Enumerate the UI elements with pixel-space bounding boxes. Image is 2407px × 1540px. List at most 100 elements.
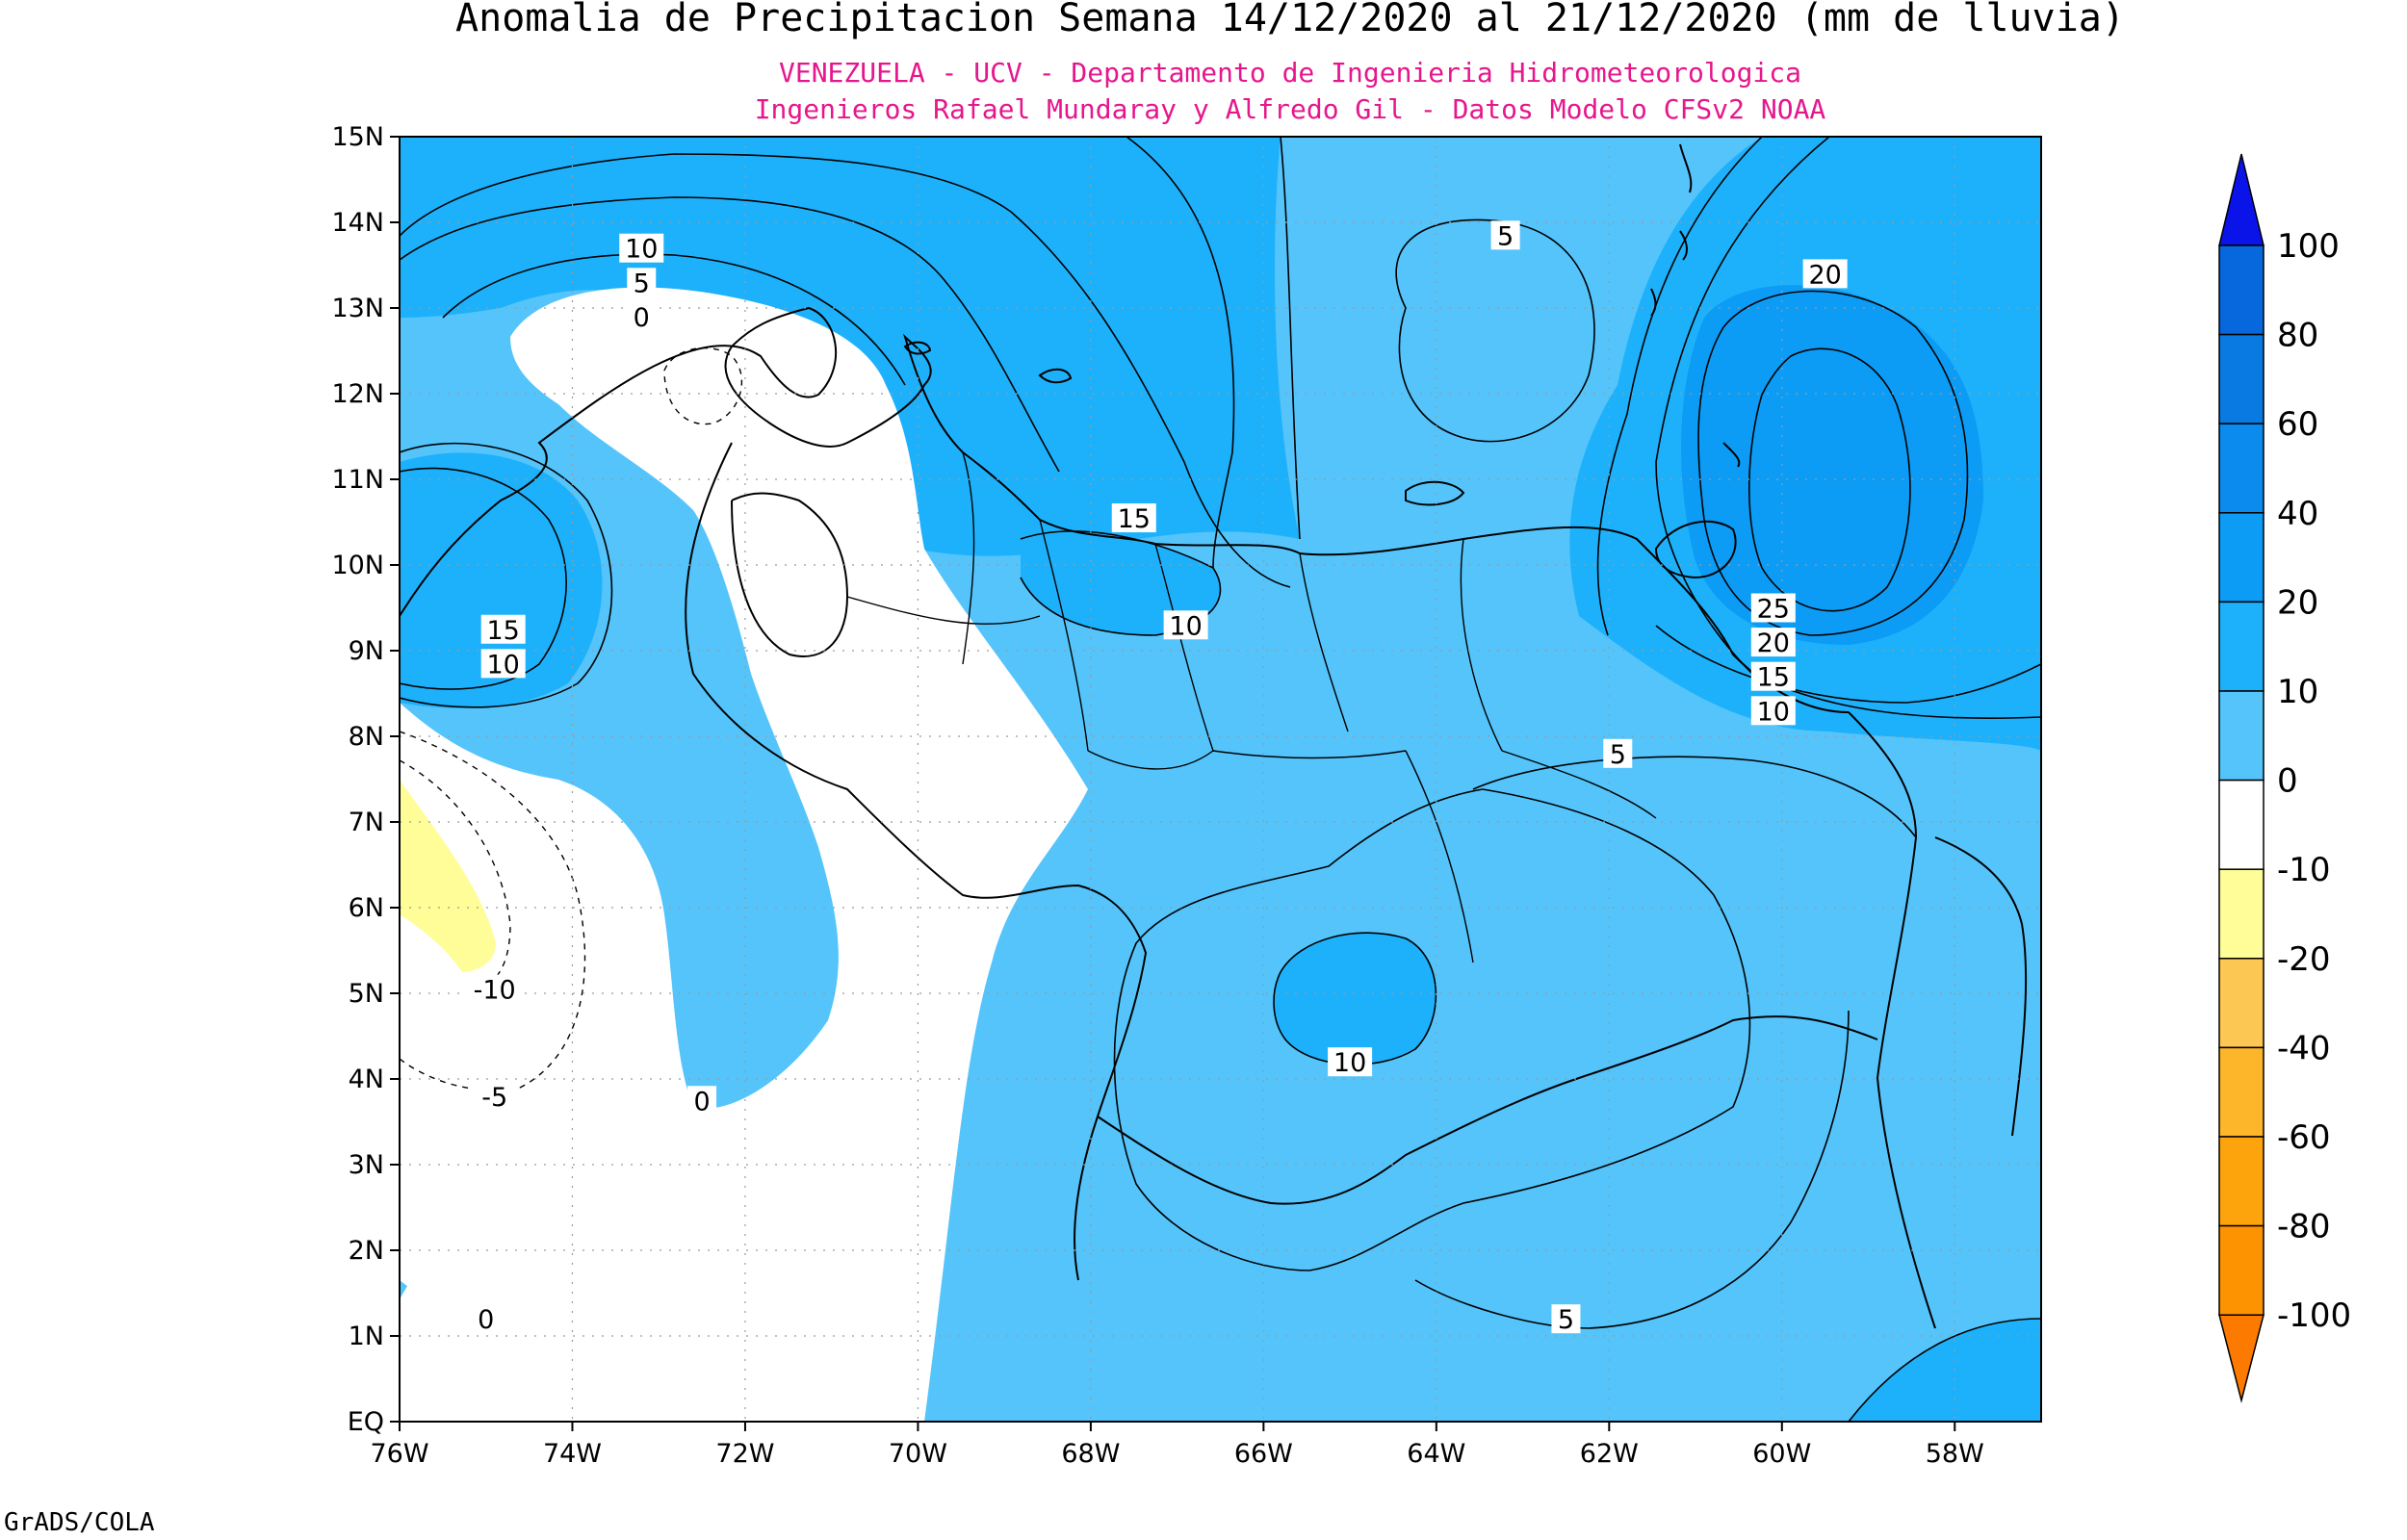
contour-label-bg — [464, 974, 525, 1004]
map-title: Anomalia de Precipitacion Semana 14/12/2… — [455, 0, 2125, 40]
lon-tick-label: 68W — [1061, 1439, 1120, 1469]
credit-text: GrADS/COLA — [4, 1508, 155, 1537]
lat-tick-label: 1N — [349, 1322, 384, 1351]
contour-line — [1655, 137, 2041, 719]
anomaly-zone-southeast — [1849, 1319, 2041, 1422]
contour-line — [442, 253, 906, 386]
lat-tick-label: 3N — [349, 1150, 384, 1180]
colorbar-band — [2218, 868, 2265, 960]
colorbar-label: -80 — [2277, 1208, 2331, 1246]
colorbar-label: -20 — [2277, 940, 2331, 979]
lat-tick-label: 12N — [331, 379, 384, 409]
lon-tick-label: 76W — [370, 1439, 428, 1469]
contour-label: 5 — [1497, 221, 1514, 251]
contour-label-bg — [619, 233, 664, 263]
anomaly-zone-lara-falcon — [1021, 530, 1221, 635]
contour-label: -5 — [481, 1083, 507, 1113]
contour-line — [400, 467, 567, 690]
contour-label: 25 — [1757, 595, 1790, 625]
contour-label: -10 — [474, 976, 516, 1006]
contour-label: 20 — [1808, 260, 1841, 290]
island-margarita — [1405, 480, 1465, 506]
lon-tick-label: 58W — [1926, 1439, 1984, 1469]
lon-tick-label: 60W — [1752, 1439, 1811, 1469]
colorbar-arrow-bottom — [2218, 1314, 2265, 1403]
lat-tick-label: 2N — [349, 1236, 384, 1266]
lat-tick-label: 13N — [331, 294, 384, 323]
contour-line — [1596, 137, 1763, 636]
lon-tick-label: 62W — [1580, 1439, 1639, 1469]
island-curacao — [1038, 368, 1073, 384]
contour-label-bg — [1328, 1047, 1373, 1077]
contour-label-bg — [627, 301, 657, 331]
subtitle-line-2: Ingenieros Rafael Mundaray y Alfredo Gil… — [755, 93, 1826, 125]
contour-line — [1655, 625, 2041, 704]
lat-tick-label: 7N — [349, 808, 384, 837]
contour-label: 10 — [1757, 697, 1790, 727]
colorbar-label: 0 — [2277, 762, 2298, 801]
border-guyana-suriname — [1934, 836, 2028, 1137]
contour-label: 20 — [1757, 629, 1790, 658]
contour-label-bg — [472, 1081, 517, 1111]
anomaly-zone-neutral-west — [400, 287, 1088, 1422]
contour-label-bg — [1802, 259, 1848, 289]
colorbar-band — [2218, 333, 2265, 424]
colorbar-band — [2218, 244, 2265, 336]
lat-tick-label: 5N — [349, 979, 384, 1009]
lon-tick-label: 72W — [715, 1439, 774, 1469]
contour-label-bg — [480, 649, 526, 679]
contour-line — [400, 153, 1291, 588]
contour-label-bg — [1490, 220, 1520, 250]
island-aruba — [903, 341, 932, 355]
colorbar-label: 10 — [2277, 673, 2318, 711]
contour-label: 10 — [487, 650, 520, 680]
contour-line — [1748, 347, 1911, 612]
colorbar-arrow-top — [2218, 153, 2265, 246]
lat-tick-label: 8N — [349, 722, 384, 752]
lon-tick-label: 64W — [1407, 1439, 1465, 1469]
contour-line — [400, 442, 613, 708]
colorbar-band — [2218, 690, 2265, 782]
lat-tick-label: 9N — [349, 636, 384, 666]
colorbar-label: 20 — [2277, 583, 2318, 622]
lat-tick-label: EQ — [348, 1407, 384, 1437]
contour-label-bg — [627, 268, 657, 297]
axes: 76W 74W 72W 70W 68W 66W 64W 62W 60W 58W EQ 1N 2N 3N 4N… — [331, 122, 1983, 1469]
contour-label-bg — [687, 1086, 717, 1116]
contour-label: 15 — [1118, 504, 1151, 534]
map-panel: 10 5 0 5 20 15 10 15 10 25 20 15 10 5 -10 -5 0 10 0 5 76W 74… — [331, 122, 2042, 1469]
contour-label: 0 — [693, 1087, 710, 1116]
contour-label-bg — [1603, 738, 1633, 768]
lat-tick-label: 6N — [349, 893, 384, 923]
colorbar-band — [2218, 1224, 2265, 1316]
colorbar-label: -60 — [2277, 1118, 2331, 1157]
colorbar-band — [2218, 512, 2265, 603]
anomaly-zone-amazonas — [1274, 933, 1436, 1065]
coastline-caribbean — [400, 306, 1850, 713]
contour-line — [400, 196, 1060, 473]
contour-label-bg — [1750, 593, 1796, 623]
contour-lines — [400, 137, 2041, 1422]
contour-label-bg — [471, 1304, 501, 1334]
coastline-maracaibo — [731, 492, 849, 657]
contour-line — [1273, 932, 1437, 1065]
lat-tick-label: 10N — [331, 551, 384, 580]
border-venezuela-guyana — [1848, 711, 1936, 1329]
contour-label: 5 — [634, 269, 650, 298]
island-lesser-antilles — [1650, 143, 1741, 468]
contour-label: 5 — [1558, 1305, 1574, 1335]
lat-tick-label: 4N — [349, 1065, 384, 1094]
contour-label-bg — [1750, 696, 1796, 726]
lat-tick-label: 15N — [331, 122, 384, 152]
contour-label: 5 — [1610, 740, 1626, 770]
border-venezuela-brazil — [1097, 1015, 1878, 1205]
colorbar-band — [2218, 1046, 2265, 1138]
contour-label-bg — [1163, 610, 1208, 640]
border-colombia-venezuela — [685, 442, 1148, 1281]
contour-label-bg — [480, 614, 526, 644]
contour-label: 0 — [478, 1305, 494, 1335]
contour-line — [1020, 530, 1222, 636]
lon-tick-label: 66W — [1234, 1439, 1293, 1469]
